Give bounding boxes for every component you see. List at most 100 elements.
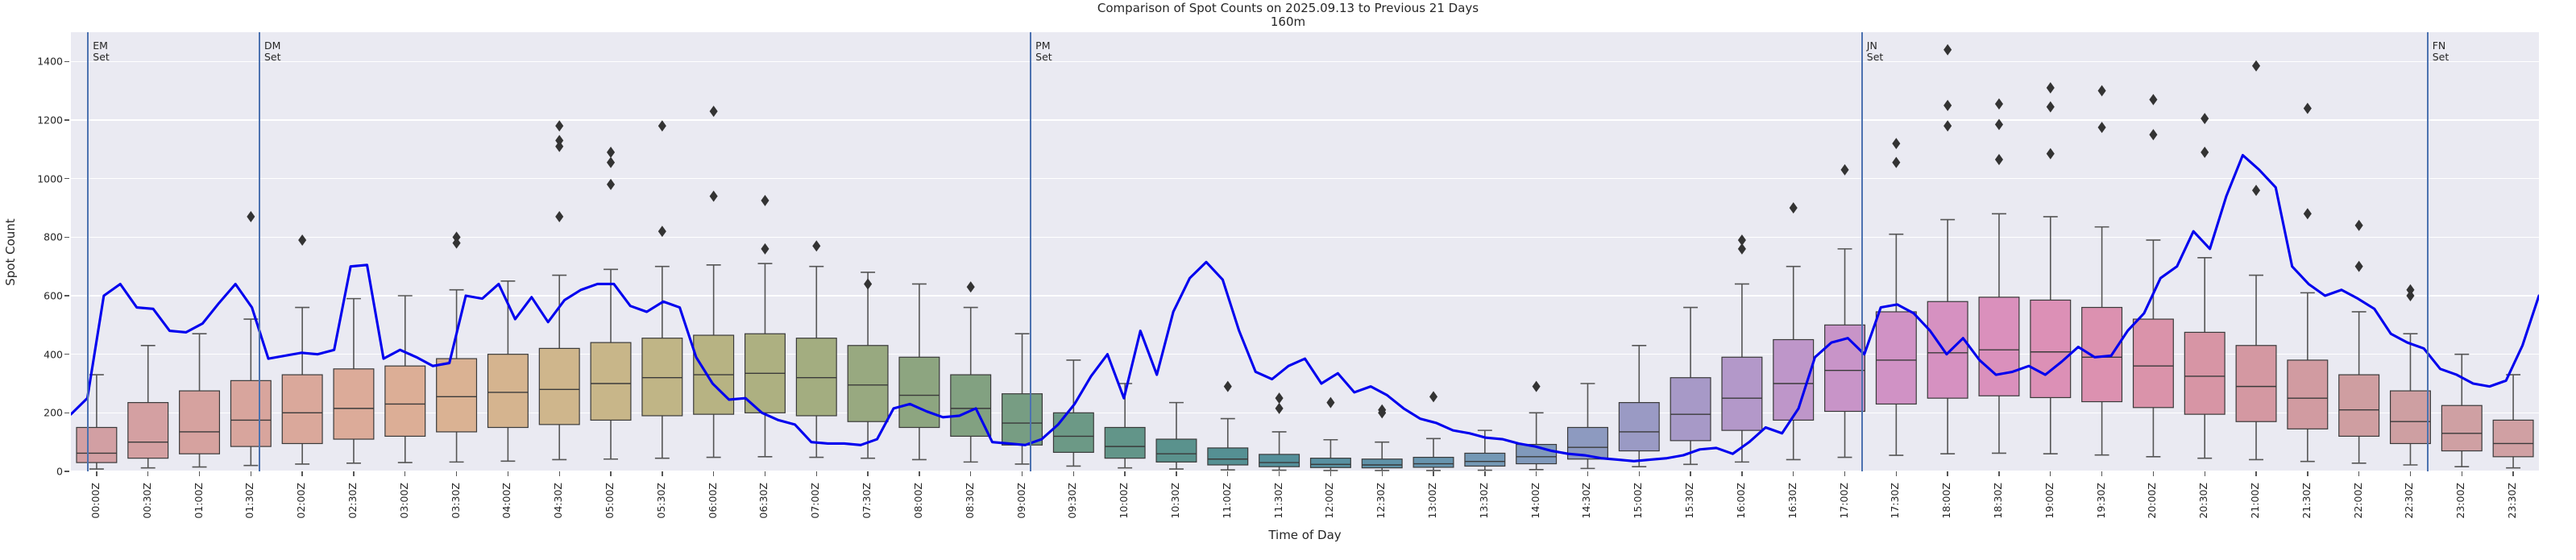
y-tick-label: 1200 xyxy=(37,114,63,127)
outlier-marker xyxy=(2046,101,2055,113)
annotation-label-line2: Set xyxy=(2432,51,2449,63)
grid-line xyxy=(71,353,2539,355)
today-line xyxy=(71,154,2539,463)
x-tick-label: 20:00Z xyxy=(2146,483,2159,519)
box-iqr xyxy=(590,342,632,421)
box-iqr xyxy=(795,338,837,417)
x-tick-label: 15:30Z xyxy=(1683,483,1696,519)
outlier-marker xyxy=(2149,93,2158,106)
x-tick-label: 07:30Z xyxy=(861,483,873,519)
x-tick-mark xyxy=(1793,471,1794,476)
box-iqr xyxy=(1721,356,1763,431)
outlier-marker xyxy=(1378,407,1387,419)
outlier-marker xyxy=(1994,98,2004,110)
x-tick-mark xyxy=(1227,471,1229,476)
outlier-marker xyxy=(761,243,769,255)
title-block: Comparison of Spot Counts on 2025.09.13 … xyxy=(0,2,2576,29)
box-iqr xyxy=(2235,345,2277,422)
box-iqr xyxy=(1670,377,1711,442)
outlier-marker xyxy=(1892,156,1901,168)
boxplot-box xyxy=(2235,60,2277,461)
box-iqr xyxy=(384,365,426,438)
box-iqr xyxy=(230,380,272,447)
outlier-marker xyxy=(966,281,975,293)
x-tick-mark xyxy=(1484,471,1486,476)
box-iqr xyxy=(333,368,375,440)
x-tick-label: 00:00Z xyxy=(89,483,102,519)
outlier-marker xyxy=(606,156,616,168)
outlier-marker xyxy=(709,190,718,202)
x-tick-label: 05:30Z xyxy=(654,483,667,519)
x-tick-mark xyxy=(867,471,869,476)
boxplot-box xyxy=(1002,333,1043,465)
x-tick-label: 23:00Z xyxy=(2454,483,2467,519)
box-iqr xyxy=(538,347,580,425)
x-tick-label: 07:00Z xyxy=(809,483,822,519)
grid-line xyxy=(71,119,2539,121)
x-tick-mark xyxy=(455,471,458,476)
annotation-label-line2: Set xyxy=(93,51,110,63)
boxplot-box xyxy=(1978,98,2020,454)
x-tick-label: 20:30Z xyxy=(2197,483,2210,519)
x-tick-mark xyxy=(970,471,972,476)
boxplot-box xyxy=(2287,102,2329,463)
boxplot-box xyxy=(641,120,683,459)
outlier-marker xyxy=(761,194,769,206)
outlier-marker xyxy=(657,120,666,132)
x-tick-mark xyxy=(1535,471,1537,476)
x-tick-mark xyxy=(353,471,355,476)
boxplot-box xyxy=(1618,344,1660,467)
outlier-marker xyxy=(2251,185,2261,197)
x-tick-mark xyxy=(2307,471,2308,476)
box-iqr xyxy=(898,356,940,429)
x-tick-mark xyxy=(1124,471,1126,476)
outlier-marker xyxy=(606,178,616,190)
x-tick-mark xyxy=(2152,471,2155,476)
box-iqr xyxy=(2287,359,2329,429)
x-tick-label: 11:30Z xyxy=(1271,483,1284,519)
x-tick-label: 02:00Z xyxy=(295,483,308,519)
outlier-marker xyxy=(2406,290,2415,301)
grid-line xyxy=(71,177,2539,180)
outlier-marker xyxy=(1532,380,1541,392)
boxplot-series xyxy=(71,44,2539,471)
x-tick-mark xyxy=(147,471,149,476)
box-iqr xyxy=(1412,456,1454,468)
outlier-marker xyxy=(2046,82,2055,94)
x-tick-label: 02:30Z xyxy=(346,483,359,519)
x-tick-label: 16:30Z xyxy=(1786,483,1798,519)
x-tick-label: 05:00Z xyxy=(604,483,616,519)
boxplot-box xyxy=(590,146,632,460)
x-tick-mark xyxy=(2512,471,2514,476)
boxplot-box xyxy=(1773,202,1815,461)
outlier-marker xyxy=(1943,120,1952,132)
y-tick-mark xyxy=(64,177,69,180)
x-tick-label: 12:00Z xyxy=(1323,483,1336,519)
box-iqr xyxy=(2184,331,2225,415)
x-tick-label: 17:30Z xyxy=(1889,483,1902,519)
outlier-marker xyxy=(1737,234,1746,246)
annotation-label-line1: EM xyxy=(93,39,108,52)
box-iqr xyxy=(1259,454,1300,467)
x-axis-tick-labels: 00:00Z 00:30Z 01:00Z 01:30Z 02:00Z 02:30Z 03:0… xyxy=(71,471,2539,528)
x-tick-mark xyxy=(1947,471,1948,476)
outlier-marker xyxy=(2251,60,2261,72)
boxplot-box xyxy=(333,297,375,464)
x-tick-label: 04:00Z xyxy=(500,483,513,519)
outlier-marker xyxy=(2406,284,2415,296)
box-iqr xyxy=(1104,426,1146,459)
box-iqr xyxy=(1052,412,1094,453)
x-tick-label: 19:00Z xyxy=(2043,483,2055,519)
outlier-marker xyxy=(2201,146,2209,158)
x-tick-label: 14:00Z xyxy=(1529,483,1541,519)
x-tick-label: 10:30Z xyxy=(1168,483,1181,519)
x-tick-label: 06:30Z xyxy=(757,483,770,519)
outlier-marker xyxy=(1943,44,1952,56)
y-tick-label: 400 xyxy=(44,348,63,361)
boxplot-box xyxy=(487,280,529,463)
x-tick-mark xyxy=(2101,471,2103,476)
plot-area: EM Set DM Set PM Set JN Set FN Set xyxy=(71,32,2539,472)
outlier-marker xyxy=(1275,392,1284,404)
y-tick-label: 800 xyxy=(44,230,63,243)
x-tick-label: 22:00Z xyxy=(2351,483,2364,519)
